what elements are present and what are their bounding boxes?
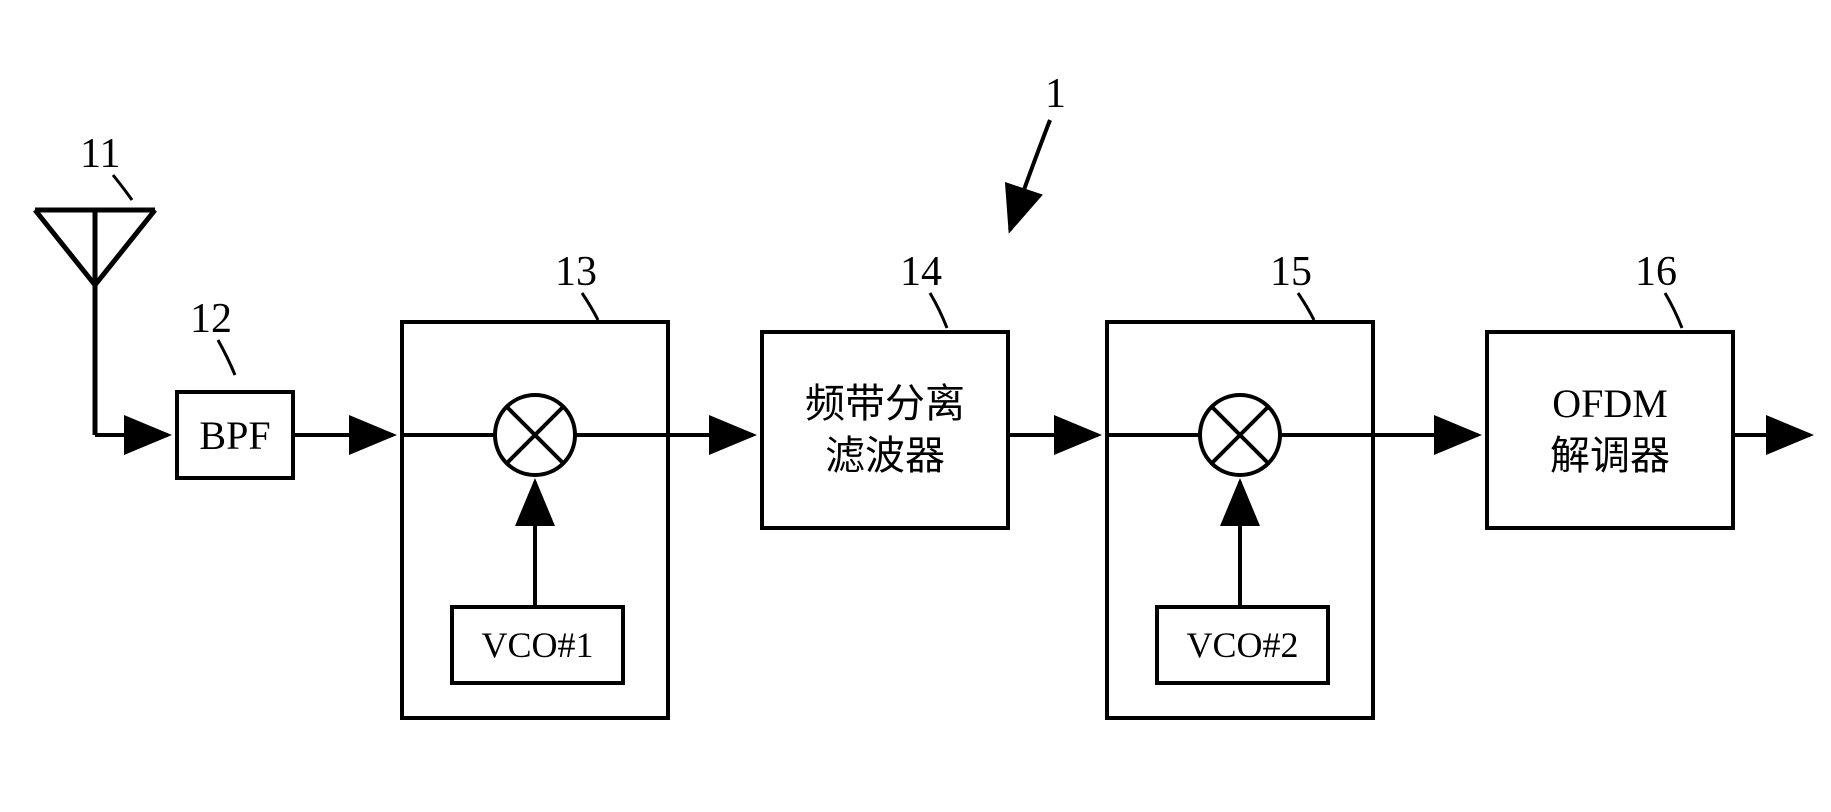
mixer2-label: 15 — [1270, 248, 1312, 296]
vco1-text: VCO#1 — [481, 624, 593, 666]
mixer1-label: 13 — [555, 248, 597, 296]
bpf-text: BPF — [199, 412, 270, 459]
vco2-text: VCO#2 — [1186, 624, 1298, 666]
filter-label: 14 — [900, 248, 942, 296]
vco2-box: VCO#2 — [1155, 605, 1330, 685]
reference-label: 1 — [1045, 70, 1066, 118]
filter-line1: 频带分离 — [805, 378, 965, 430]
demod-box: OFDM 解调器 — [1485, 330, 1735, 530]
bpf-label: 12 — [190, 295, 232, 343]
filter-box: 频带分离 滤波器 — [760, 330, 1010, 530]
demod-label: 16 — [1635, 248, 1677, 296]
antenna-label: 11 — [80, 130, 120, 178]
vco1-box: VCO#1 — [450, 605, 625, 685]
demod-line1: OFDM — [1550, 378, 1670, 430]
filter-line2: 滤波器 — [805, 430, 965, 482]
bpf-box: BPF — [175, 390, 295, 480]
demod-line2: 解调器 — [1550, 430, 1670, 482]
